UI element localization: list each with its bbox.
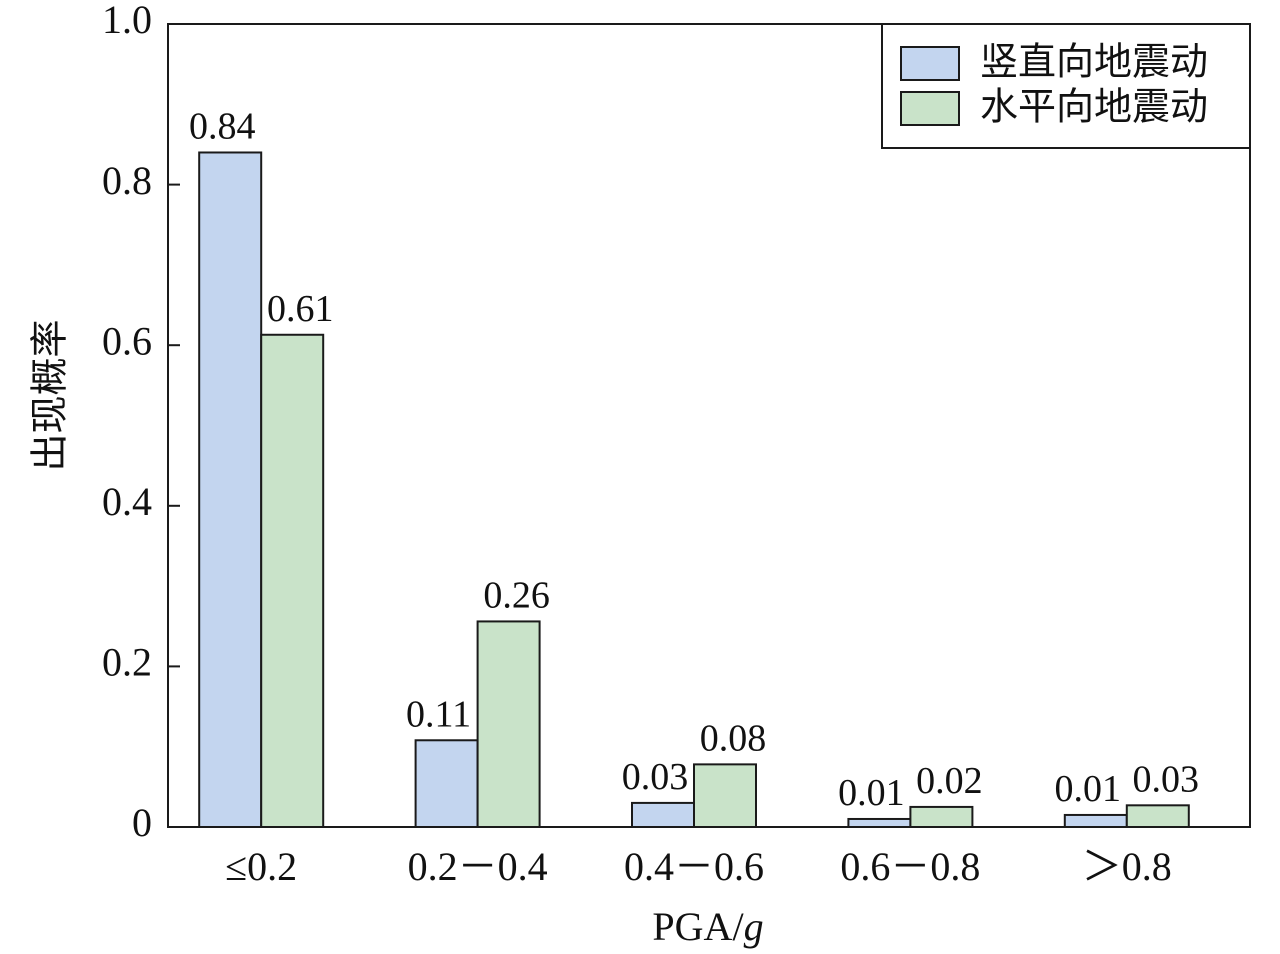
data-label-horizontal: 0.03 bbox=[1133, 758, 1200, 800]
x-axis-label: PGA/g bbox=[652, 904, 763, 949]
bar-horizontal bbox=[476, 620, 541, 828]
bar-vertical bbox=[198, 151, 263, 829]
bar-vertical bbox=[631, 801, 695, 828]
data-label-horizontal: 0.08 bbox=[700, 717, 767, 759]
bar-horizontal bbox=[260, 333, 325, 828]
y-tick-label: 0.8 bbox=[102, 158, 152, 203]
category-label: 0.6－0.8 bbox=[840, 844, 980, 889]
data-label-vertical: 0.01 bbox=[838, 772, 905, 814]
legend: 竖直向地震动 水平向地震动 bbox=[881, 23, 1251, 149]
category-labels-layer: ≤0.2 0.2－0.4 0.4－0.6 0.6－0.8 ＞0.8 bbox=[225, 844, 1172, 889]
data-label-horizontal: 0.02 bbox=[916, 760, 983, 802]
y-tick-label: 0.4 bbox=[102, 479, 152, 524]
legend-frame bbox=[881, 23, 1251, 149]
category-label: ≤0.2 bbox=[225, 844, 297, 889]
bars-layer bbox=[198, 151, 1190, 829]
data-label-vertical: 0.11 bbox=[406, 693, 471, 735]
bar-vertical bbox=[1063, 813, 1128, 829]
legend-swatch-vertical bbox=[900, 46, 960, 81]
ticks-layer: 0 0.2 0.4 0.6 0.8 1.0 bbox=[102, 0, 180, 845]
data-label-vertical: 0.01 bbox=[1055, 768, 1122, 810]
data-labels-layer: 0.84 0.61 0.11 0.26 0.03 0.08 0.01 0.02 0.01 0.03 bbox=[189, 105, 1199, 813]
plot-frame bbox=[167, 23, 1251, 828]
y-axis-label: 出现概率 bbox=[28, 319, 72, 471]
legend-label-vertical: 竖直向地震动 bbox=[980, 40, 1208, 84]
data-label-vertical: 0.84 bbox=[189, 105, 256, 147]
category-label: 0.2－0.4 bbox=[408, 844, 548, 889]
bar-vertical bbox=[414, 739, 479, 828]
x-axis-label-main: PGA/ bbox=[652, 904, 744, 949]
y-tick-label: 0 bbox=[132, 800, 152, 845]
bar-horizontal bbox=[693, 763, 757, 829]
data-label-vertical: 0.03 bbox=[622, 756, 689, 798]
y-tick-label: 1.0 bbox=[102, 0, 152, 42]
bar-vertical bbox=[847, 817, 912, 828]
category-label: 0.4－0.6 bbox=[624, 844, 764, 889]
y-tick-label: 0.6 bbox=[102, 318, 152, 363]
category-label: ＞0.8 bbox=[1082, 844, 1172, 889]
legend-label-horizontal: 水平向地震动 bbox=[980, 85, 1208, 129]
data-label-horizontal: 0.26 bbox=[483, 574, 550, 616]
data-label-horizontal: 0.61 bbox=[267, 288, 334, 330]
legend-swatch-horizontal bbox=[900, 91, 960, 126]
x-axis-label-italic: g bbox=[744, 904, 764, 949]
y-tick-label: 0.2 bbox=[102, 640, 152, 685]
bar-horizontal bbox=[909, 805, 974, 828]
bar-horizontal bbox=[1125, 804, 1190, 828]
